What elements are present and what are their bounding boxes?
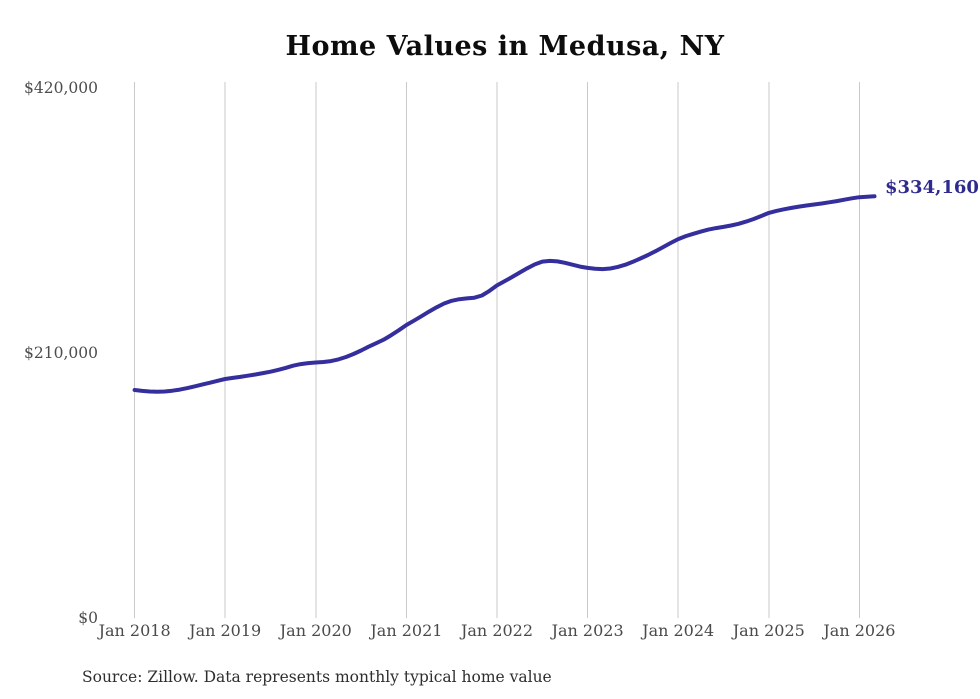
x-tick-label-jan-2022: Jan 2022: [460, 621, 534, 640]
x-tick-label-jan-2020: Jan 2020: [279, 621, 352, 640]
x-tick-label-jan-2026: Jan 2026: [823, 621, 896, 640]
x-tick-label-jan-2025: Jan 2025: [732, 621, 805, 640]
final-value-label: $334,160: [885, 177, 979, 198]
x-tick-label-jan-2023: Jan 2023: [551, 621, 624, 640]
x-tick-label-jan-2018: Jan 2018: [98, 621, 171, 640]
y-tick-label-210000: $210,000: [24, 344, 98, 362]
chart-title: Home Values in Medusa, NY: [285, 31, 725, 62]
x-tick-label-jan-2021: Jan 2021: [370, 621, 443, 640]
y-tick-label-420000: $420,000: [24, 79, 98, 97]
x-tick-label-jan-2019: Jan 2019: [189, 621, 262, 640]
y-tick-label-0: $0: [78, 609, 98, 627]
home-value-line-series: [132, 194, 877, 394]
source-note: Source: Zillow. Data represents monthly …: [82, 668, 552, 686]
x-tick-label-jan-2024: Jan 2024: [642, 621, 715, 640]
